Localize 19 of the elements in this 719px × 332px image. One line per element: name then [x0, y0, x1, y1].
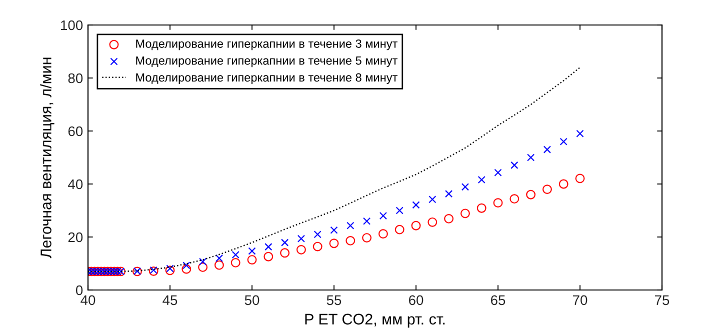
x-tick-label: 55 — [326, 295, 342, 306]
y-tick-label: 60 — [68, 126, 83, 136]
y-tick-label: 100 — [61, 20, 83, 30]
x-axis-title: P ET CO2, мм рт. ст. — [305, 314, 445, 328]
y-tick-label: 20 — [68, 232, 83, 242]
x-tick-label: 50 — [244, 295, 260, 306]
legend-label: Моделирование гиперкапнии в течение 5 минут — [136, 56, 398, 68]
x-tick-label: 75 — [654, 295, 670, 306]
x-tick-label: 45 — [162, 295, 178, 306]
y-axis-title: Легочная вентиляция, л/мин — [40, 58, 54, 258]
y-tick-label: 0 — [76, 285, 83, 296]
x-tick-label: 70 — [572, 295, 588, 306]
x-tick-label: 40 — [80, 295, 96, 306]
legend-label: Моделирование гиперкапнии в течение 8 минут — [136, 73, 398, 84]
x-tick-label: 60 — [408, 295, 424, 306]
legend-label: Моделирование гиперкапнии в течение 3 минут — [136, 39, 398, 50]
x-tick-label: 65 — [490, 295, 506, 306]
y-tick-label: 80 — [68, 73, 83, 84]
y-tick-label: 40 — [68, 179, 83, 190]
